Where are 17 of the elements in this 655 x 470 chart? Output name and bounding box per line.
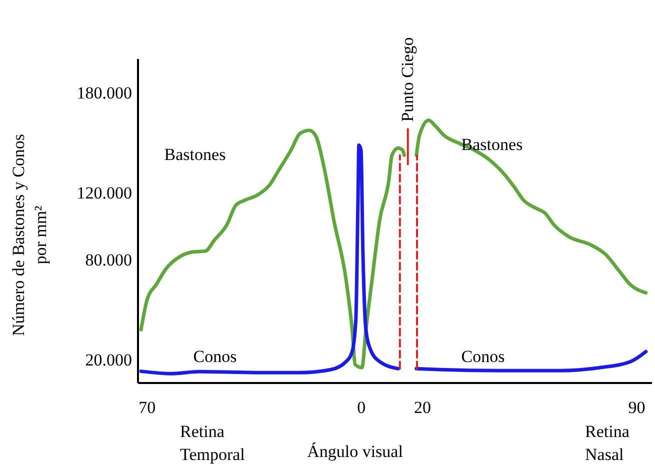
text: Conos [193, 347, 237, 366]
y-tick-label: 20.000 [85, 350, 132, 370]
text: Bastones [164, 145, 226, 164]
x-tick-label: 90 [628, 398, 646, 417]
x-tick-label: 0 [357, 398, 366, 417]
y-tick-label: 120.000 [76, 184, 132, 203]
x-tick-label: 20 [414, 398, 432, 417]
series-label: Bastones [461, 135, 523, 154]
x-tick-label: 70 [138, 398, 156, 417]
annotation: Punto Ciego [398, 37, 418, 122]
series-label: Conos [461, 347, 505, 366]
y-tick-label: 180.000 [76, 83, 132, 102]
y-axis-title: Número de Bastones y Conos por mm² [9, 134, 50, 336]
text: Retina Nasal [585, 422, 630, 464]
x-axis-title: Ángulo visual [307, 442, 404, 461]
text: Retina Temporal [180, 422, 246, 464]
y-tick-label: 80.000 [85, 250, 132, 270]
